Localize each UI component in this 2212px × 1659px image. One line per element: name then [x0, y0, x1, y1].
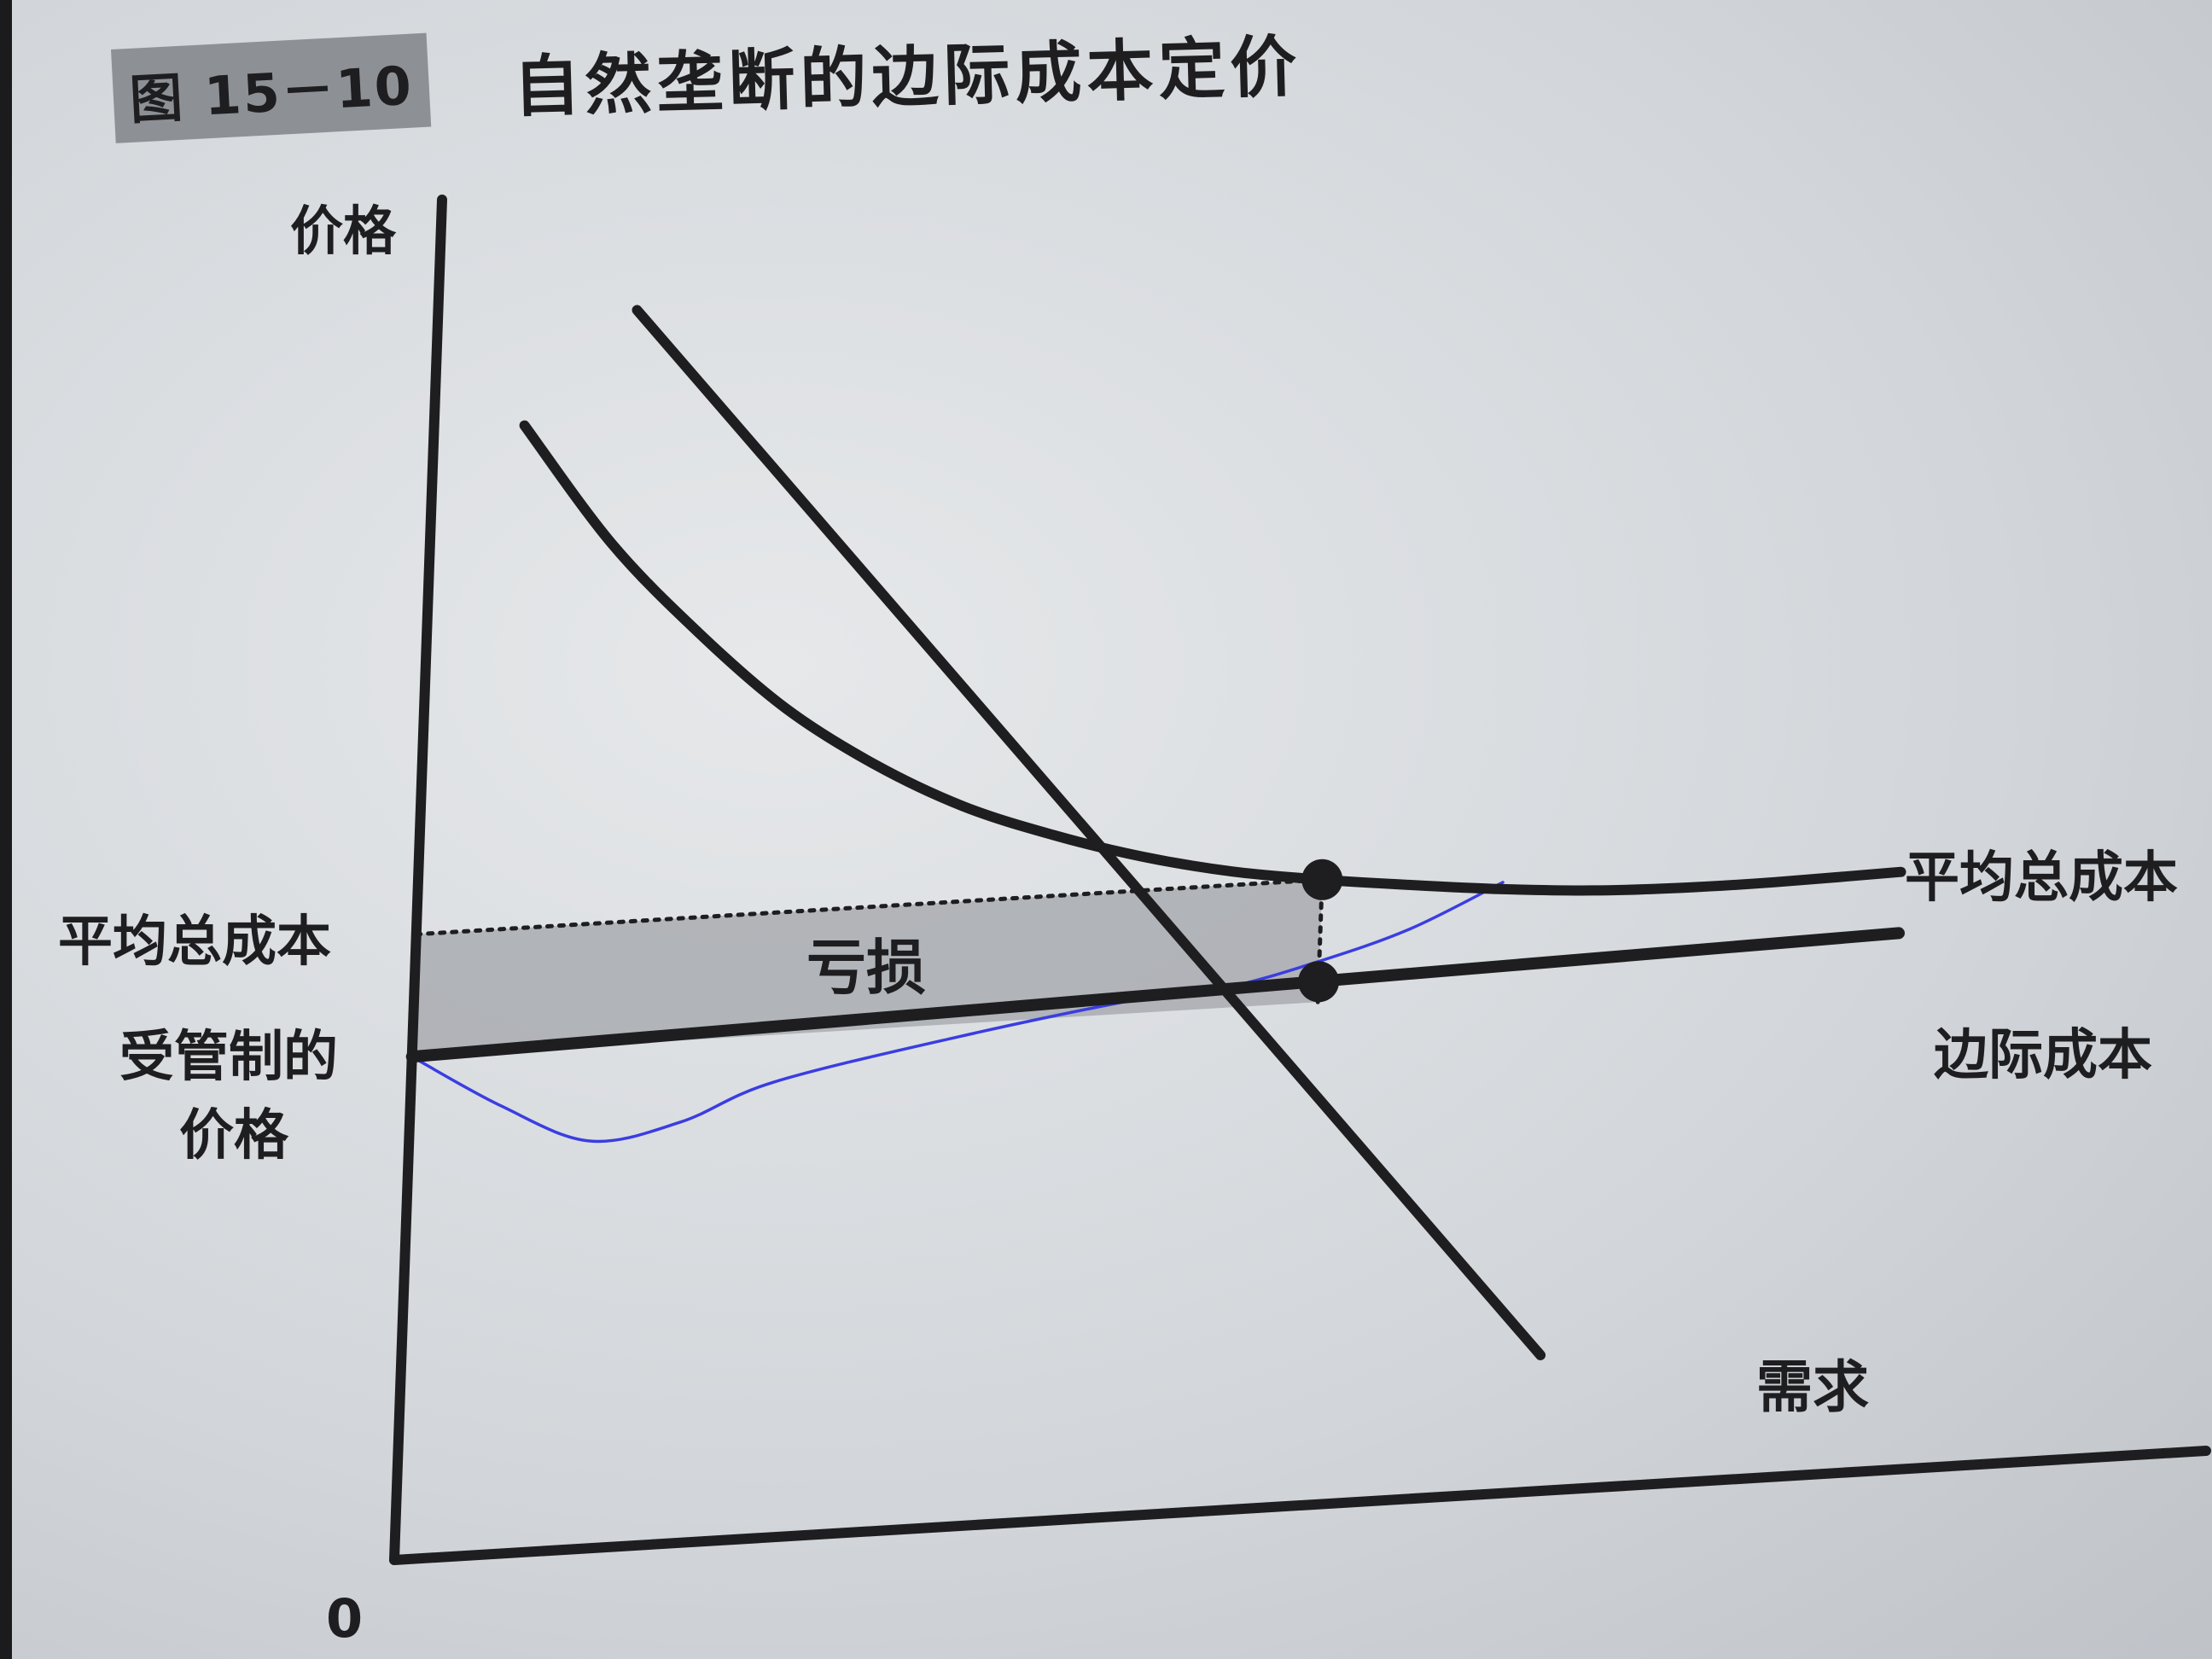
atc-price-dotted-guide [414, 877, 1324, 937]
axes-layer [389, 195, 2211, 1565]
shaded-region-layer [411, 877, 1324, 1057]
series-line-demand [632, 305, 1546, 1360]
quantity-dotted-guide [1315, 877, 1324, 1004]
page-binding-edge [0, 0, 12, 1659]
loss-region-label: 亏损 [806, 933, 926, 1003]
series-label-marginal-cost: 边际成本 [1934, 1024, 2152, 1087]
pen-annotation-layer [410, 881, 1505, 1144]
series-label-demand: 需求 [1756, 1354, 1869, 1420]
label-layer: 价格 0 平均总成本 受管制的 价格 亏损 平均总成本 边际成本 需求 [58, 200, 2178, 1650]
origin-label: 0 [326, 1587, 363, 1650]
handwritten-pen-curve [410, 881, 1505, 1144]
series-line-marginal-cost [405, 927, 1905, 1063]
y-axis-line [389, 195, 447, 1565]
point-marker-atc-at-regulated-quantity [1301, 859, 1343, 900]
y-axis-label: 价格 [290, 200, 397, 262]
series-line-average-total-cost [519, 420, 1906, 896]
y-tick-label-regulated-price-line2: 价格 [179, 1104, 289, 1167]
loss-shaded-region [411, 879, 1323, 1057]
series-label-average-total-cost: 平均总成本 [1905, 847, 2178, 910]
y-tick-label-regulated-price-line1: 受管制的 [119, 1026, 338, 1089]
y-tick-label-average-total-cost: 平均总成本 [58, 911, 331, 974]
series-layer [405, 305, 1906, 1360]
point-marker-demand-meets-marginal-cost [1298, 961, 1340, 1003]
x-axis-line [389, 1446, 2211, 1565]
marker-layer [1298, 859, 1343, 1003]
